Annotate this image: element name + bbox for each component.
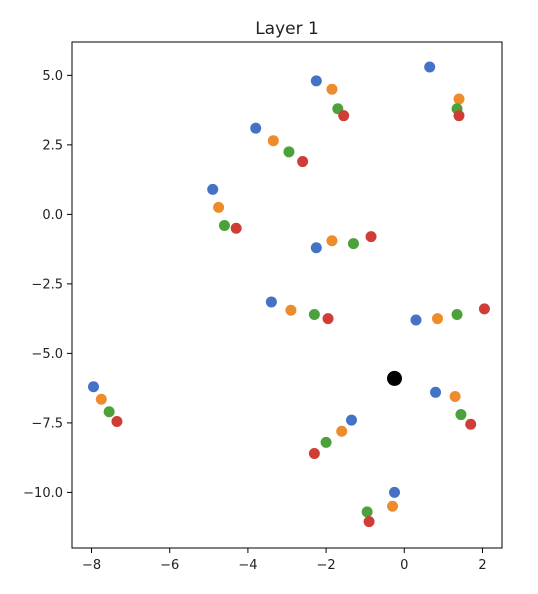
x-tick-label: 0 (400, 558, 408, 573)
data-point (424, 61, 436, 73)
data-point (326, 83, 338, 95)
data-point (347, 238, 359, 250)
plot-frame (71, 41, 503, 549)
data-point (361, 506, 373, 518)
data-point (410, 314, 422, 326)
data-point (322, 313, 334, 325)
data-point (297, 156, 309, 168)
data-point (338, 110, 350, 122)
data-point (430, 386, 442, 398)
data-point (230, 222, 242, 234)
data-point (451, 308, 463, 320)
data-point (432, 313, 443, 325)
data-point (213, 201, 225, 213)
data-point (453, 110, 465, 122)
data-point (285, 304, 297, 316)
x-tick-label: 2 (478, 558, 486, 573)
data-point (365, 231, 377, 243)
data-point (308, 308, 320, 320)
chart-title: Layer 1 (255, 19, 319, 39)
data-point (346, 414, 357, 426)
data-point (465, 418, 477, 430)
x-tick-label: −6 (160, 558, 179, 573)
x-tick-label: −4 (238, 558, 257, 573)
data-point (95, 393, 107, 405)
y-tick-label: 0.0 (42, 208, 63, 223)
data-point (453, 93, 465, 105)
y-tick-label: −5.0 (31, 347, 63, 362)
y-axis: 5.0 2.5 0.0 −2.5 −5.0 −7.5 −10.0 (23, 69, 72, 501)
data-point (326, 235, 338, 247)
y-tick-label: −10.0 (23, 486, 63, 501)
scatter-points (88, 61, 490, 528)
x-tick-label: −8 (82, 558, 101, 573)
data-point (250, 122, 262, 134)
data-point (283, 146, 295, 158)
reference-point (387, 370, 402, 386)
data-point (455, 409, 467, 421)
data-point (218, 219, 230, 231)
data-point (387, 500, 399, 512)
x-tick-label: −2 (317, 558, 336, 573)
data-point (310, 75, 322, 87)
data-point (88, 381, 99, 393)
x-axis: −8 −6 −4 −2 0 2 (82, 548, 487, 573)
data-point (103, 406, 115, 418)
data-point (389, 486, 400, 498)
data-point (308, 447, 320, 459)
y-tick-label: −2.5 (31, 277, 63, 292)
y-tick-label: −7.5 (31, 416, 63, 431)
data-point (363, 516, 375, 528)
data-point (267, 135, 279, 147)
data-point (111, 416, 123, 427)
data-point (449, 390, 461, 402)
data-point (310, 242, 322, 254)
data-point (320, 436, 332, 448)
data-point (478, 303, 490, 315)
data-point (336, 425, 348, 437)
data-point (207, 183, 219, 195)
y-tick-label: 2.5 (42, 138, 63, 153)
data-point (265, 296, 277, 308)
y-tick-label: 5.0 (42, 69, 63, 84)
